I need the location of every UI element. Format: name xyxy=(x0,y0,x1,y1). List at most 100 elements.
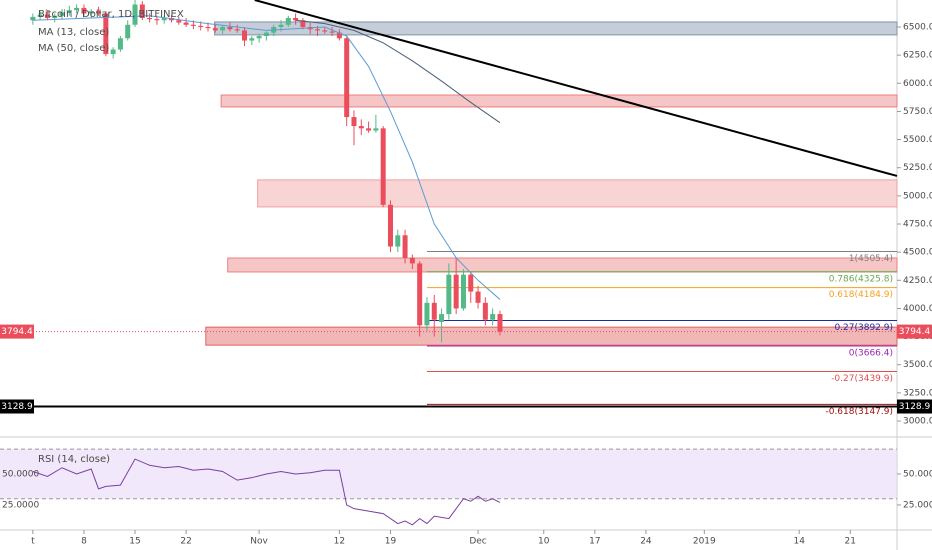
candle-body xyxy=(125,24,131,39)
candle-body xyxy=(373,128,379,131)
x-tick-label: 22 xyxy=(180,537,191,547)
fib-label: 0.27(3892.9) xyxy=(834,323,893,333)
x-tick-label: Nov xyxy=(250,537,268,547)
candle-body xyxy=(110,49,116,55)
rsi-line xyxy=(32,458,501,526)
candle-body xyxy=(322,30,328,32)
legend-entry: MA (50, close) xyxy=(38,43,109,54)
candle-body xyxy=(37,14,43,17)
candle-body xyxy=(446,274,452,315)
candle-body xyxy=(249,38,255,41)
y-tick-label: 6250.0 xyxy=(903,51,932,61)
candle-body xyxy=(176,20,182,23)
candle-body xyxy=(468,274,474,292)
x-tick-label: Dec xyxy=(469,537,486,547)
candle-body xyxy=(81,7,87,14)
support-label: 3128.9 xyxy=(1,402,33,412)
candle-body xyxy=(293,18,299,21)
support-label-box xyxy=(0,399,34,414)
x-tick-label: t xyxy=(31,537,35,547)
chart-title: Bitcoin / Dollar, 1D, BITFINEX xyxy=(38,9,184,20)
legend: Bitcoin / Dollar, 1D, BITFINEX MA (13, c… xyxy=(38,9,184,465)
candle-body xyxy=(329,31,335,33)
rsi-tick-label: 25.0000 xyxy=(903,500,932,510)
trend-line xyxy=(254,0,898,177)
candle-body xyxy=(336,32,342,39)
candle-body xyxy=(439,314,445,322)
candle-body xyxy=(212,28,218,31)
fib-label: 0.786(4325.8) xyxy=(829,274,893,284)
zone xyxy=(205,326,898,346)
candle-body xyxy=(52,15,58,19)
candle-body xyxy=(234,29,240,31)
support-label: 3128.9 xyxy=(899,402,931,412)
ma-line xyxy=(295,19,501,124)
candle-body xyxy=(314,29,320,31)
candle-body xyxy=(44,14,50,19)
candle-body xyxy=(198,25,204,28)
candle-body xyxy=(263,32,269,37)
x-tick-label: 10 xyxy=(538,537,550,547)
fib-label: -0.618(3147.9) xyxy=(825,407,893,417)
candle-body xyxy=(30,16,36,21)
zone xyxy=(220,94,898,108)
fib-label: 1(4505.4) xyxy=(849,254,893,264)
candle-body xyxy=(497,314,503,332)
rsi-tick-label-left: 50.0000 xyxy=(2,469,39,479)
candle-body xyxy=(366,128,372,131)
y-tick-label: 4750.0 xyxy=(903,220,932,230)
candle-body xyxy=(402,235,408,258)
support-label-box xyxy=(897,399,932,414)
y-tick-label: 3250.0 xyxy=(903,388,932,398)
y-tick-label: 5000.0 xyxy=(903,191,932,201)
fib-label: -0.27(3439.9) xyxy=(831,374,893,384)
y-tick-label: 6500.0 xyxy=(903,23,932,33)
candle-body xyxy=(424,302,430,326)
y-tick-label: 5500.0 xyxy=(903,135,932,145)
candle-body xyxy=(351,117,357,127)
y-tick-label: 4000.0 xyxy=(903,304,932,314)
candle-body xyxy=(344,38,350,118)
zone xyxy=(227,257,898,273)
candle-body xyxy=(154,19,160,21)
candle-body xyxy=(220,27,226,31)
candle-body xyxy=(161,18,167,21)
legend-entry: MA (13, close) xyxy=(38,27,109,38)
x-tick-label: 17 xyxy=(589,537,600,547)
candle-body xyxy=(256,36,262,39)
y-tick-label: 3500.0 xyxy=(903,360,932,370)
rsi-band xyxy=(0,449,897,499)
ma-line xyxy=(32,15,501,300)
fib-label: 0.618(4184.9) xyxy=(829,290,893,300)
rsi-tick-label: 50.0000 xyxy=(903,469,932,479)
y-tick-label: 5250.0 xyxy=(903,163,932,173)
candle-body xyxy=(190,24,196,26)
candle-body xyxy=(66,10,72,13)
plot-background xyxy=(0,0,897,437)
x-tick-label: 15 xyxy=(129,537,140,547)
candle-body xyxy=(482,302,488,320)
candle-body xyxy=(103,13,109,55)
x-tick-label: 12 xyxy=(334,537,345,547)
candle-body xyxy=(431,302,437,320)
candle-body xyxy=(59,12,65,16)
zone xyxy=(257,179,898,208)
last-price-label: 3794.4 xyxy=(899,327,931,337)
candle-body xyxy=(300,20,306,28)
candle-body xyxy=(453,274,459,309)
candle-body xyxy=(96,11,102,14)
candle-body xyxy=(387,204,393,247)
x-tick-label: 21 xyxy=(845,537,856,547)
candle-body xyxy=(183,22,189,25)
fib-label: 0(3666.4) xyxy=(849,348,893,358)
candle-body xyxy=(417,263,423,326)
candle-body xyxy=(490,314,496,320)
candle-body xyxy=(460,274,466,309)
last-price-label: 3794.4 xyxy=(1,327,33,337)
x-tick-label: 2019 xyxy=(693,537,716,547)
candle-body xyxy=(147,18,153,20)
rsi-tick-label-left: 25.0000 xyxy=(2,500,39,510)
y-tick-label: 4250.0 xyxy=(903,276,932,286)
last-price-label-box xyxy=(0,324,34,339)
y-tick-label: 6000.0 xyxy=(903,79,932,89)
